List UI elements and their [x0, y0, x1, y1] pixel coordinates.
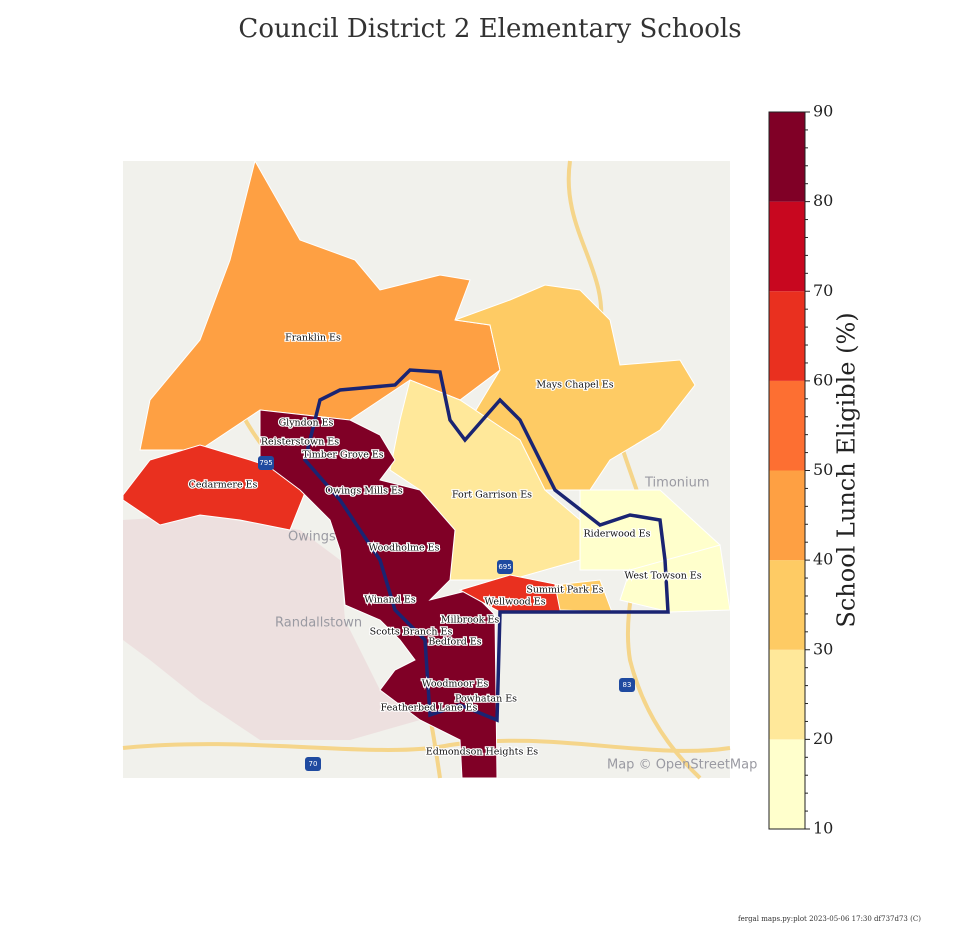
colorbar-tick-label: 70 [813, 281, 833, 300]
basemap-label: Randallstown [275, 616, 362, 631]
school-label: Timber Grove Es [302, 450, 383, 461]
colorbar-tick-label: 20 [813, 729, 833, 748]
road-shield-label: 795 [259, 459, 272, 467]
school-label: Glyndon Es [279, 418, 334, 429]
school-label: Franklin Es [285, 333, 341, 344]
road-shield-label: 695 [498, 563, 511, 571]
school-label: Scotts Branch Es [370, 627, 453, 638]
region [259, 409, 498, 779]
colorbar-bin [769, 560, 805, 650]
school-label: Fort Garrison Es [452, 490, 532, 501]
colorbar-bin [769, 380, 805, 471]
school-label: Bedford Es [428, 637, 481, 648]
title: Council District 2 Elementary Schools [238, 14, 741, 44]
school-label: Summit Park Es [526, 585, 603, 596]
basemap-label: Map © OpenStreetMap [607, 758, 757, 773]
colorbar-bin [769, 739, 805, 829]
basemap-label: Timonium [644, 476, 710, 491]
colorbar-tick-label: 50 [813, 460, 833, 479]
shield [497, 560, 513, 574]
school-label: Winand Es [364, 595, 416, 606]
colorbar-tick-label: 90 [813, 102, 833, 121]
school-label: Powhatan Es [455, 694, 517, 705]
road-shield-label: 70 [309, 760, 318, 768]
school-label: Wellwood Es [484, 597, 545, 608]
school-label: Reisterstown Es [261, 437, 339, 448]
colorbar-bin [769, 291, 805, 381]
road [122, 738, 731, 753]
basemap-label: Owings [288, 530, 336, 545]
colorbar-bin [769, 649, 805, 740]
region [454, 284, 696, 491]
colorbar-tick-label: 10 [813, 819, 833, 838]
colorbar-tick-label: 40 [813, 550, 833, 569]
shield [619, 678, 635, 692]
basemap-area [123, 515, 420, 740]
colorbar-bin [769, 112, 805, 202]
district-boundary [303, 368, 670, 723]
school-label: Milbrook Es [441, 615, 500, 626]
colorbar-tick-label: 80 [813, 191, 833, 210]
colorbar-bin [769, 201, 805, 292]
school-label: Woodmoor Es [422, 679, 489, 690]
shield [305, 757, 321, 771]
road-shield-label: 83 [623, 681, 632, 689]
colorbar-tick-label: 30 [813, 639, 833, 658]
school-label: West Towson Es [624, 571, 701, 582]
map [122, 159, 731, 780]
school-label: Mays Chapel Es [536, 380, 613, 391]
school-label: Riderwood Es [584, 529, 651, 540]
school-label: Woodholme Es [369, 543, 440, 554]
colorbar-tick-label: 60 [813, 370, 833, 389]
shield [258, 456, 274, 470]
school-label: Owings Mills Es [325, 486, 403, 497]
school-label: Cedarmere Es [189, 480, 258, 491]
footer: fergal maps.py:plot 2023-05-06 17:30 df7… [738, 915, 921, 923]
colorbar-bin [769, 470, 805, 561]
school-label: Featherbed Lane Es [381, 703, 478, 714]
colorbar-label: School Lunch Eligible (%) [833, 312, 861, 627]
region [619, 544, 731, 613]
school-label: Edmondson Heights Es [426, 747, 538, 758]
